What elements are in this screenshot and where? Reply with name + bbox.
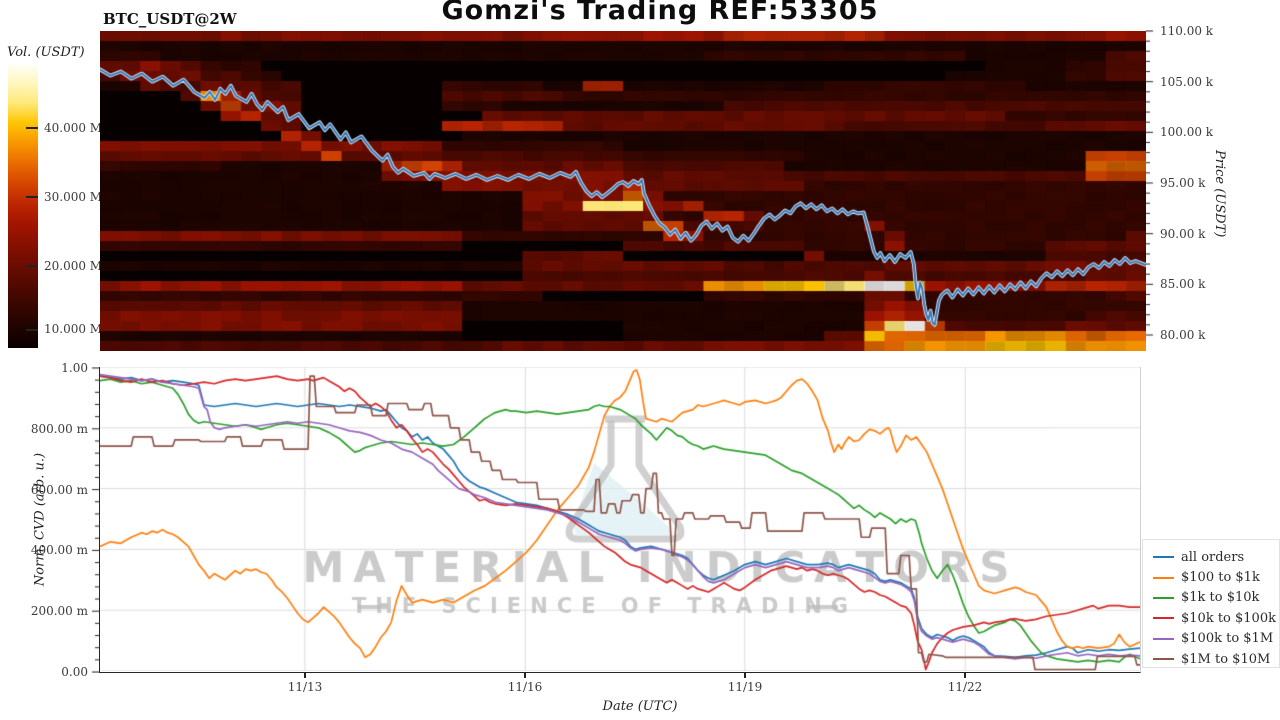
pair-label: BTC_USDT@2W [103,10,237,28]
legend-line-swatch [1153,637,1174,640]
cvd-tick-1: 1.00 [61,361,88,375]
legend-item-100-1k: $100 to $1k [1153,567,1279,587]
date-tick-1122: 11/22 [947,680,983,694]
legend-label: $10k to $100k [1181,610,1276,626]
volume-colorbar [8,62,38,348]
cvd-tick-400m: 400.00 m [30,543,88,557]
legend-item-1k-10k: $1k to $10k [1153,588,1279,608]
legend-line-swatch [1153,617,1174,620]
x-tickmark [304,672,306,678]
cvd-axis-ticks [89,367,99,673]
price-axis-label: Price (USDT) [1212,150,1227,238]
date-tick-1113: 11/13 [287,680,323,694]
date-tick-1116: 11/16 [507,680,543,694]
price-tick-90k: 90.00 k [1160,227,1206,241]
legend-line-swatch [1153,556,1174,559]
colorbar-tickmark [26,127,38,129]
colorbar-tick-10m: 10.000 M [44,322,103,336]
price-tick-80k: 80.00 k [1160,328,1206,342]
page-title: Gomzi's Trading REF:53305 [441,0,879,26]
date-tick-1119: 11/19 [727,680,763,694]
colorbar-tick-40m: 40.000 M [44,121,103,135]
cvd-tick-600m: 600.00 m [30,483,88,497]
cvd-plot-frame [99,367,1141,673]
liquidity-heatmap-canvas [100,31,1146,351]
legend-line-swatch [1153,576,1174,579]
colorbar-tickmark [26,265,38,267]
legend-item-all-orders: all orders [1153,547,1279,567]
legend-label: $1M to $10M [1181,651,1271,667]
price-tick-110k: 110.00 k [1160,24,1214,38]
legend-label: $100 to $1k [1181,570,1260,586]
date-axis-label: Date (UTC) [602,699,678,714]
colorbar-tickmark [26,196,38,198]
cvd-tick-800m: 800.00 m [30,422,88,436]
price-tick-85k: 85.00 k [1160,277,1206,291]
legend-item-100k-1m: $100k to $1M [1153,629,1279,649]
legend-line-swatch [1153,658,1174,661]
legend-item-10k-100k: $10k to $100k [1153,608,1279,628]
legend-label: all orders [1181,549,1245,565]
cvd-chart-canvas [100,367,1140,671]
colorbar-tick-30m: 30.000 M [44,190,103,204]
cvd-tick-0: 0.00 [61,665,88,679]
price-axis-ticks [1146,30,1156,352]
legend-label: $100k to $1M [1181,631,1274,647]
cvd-tick-200m: 200.00 m [30,604,88,618]
cvd-axis-label: Norm. CVD (arb. u.) [32,452,48,587]
colorbar-title: Vol. (USDT) [7,45,85,60]
cvd-legend: all orders $100 to $1k $1k to $10k $10k … [1142,539,1280,668]
price-tick-95k: 95.00 k [1160,176,1206,190]
price-tick-100k: 100.00 k [1160,125,1214,139]
x-tickmark [744,672,746,678]
legend-label: $1k to $10k [1181,590,1260,606]
x-tickmark [964,672,966,678]
colorbar-tick-20m: 20.000 M [44,259,103,273]
legend-line-swatch [1153,596,1174,599]
price-tick-105k: 105.00 k [1160,75,1214,89]
x-tickmark [524,672,526,678]
legend-item-1m-10m: $1M to $10M [1153,649,1279,669]
colorbar-tickmark [26,329,38,331]
